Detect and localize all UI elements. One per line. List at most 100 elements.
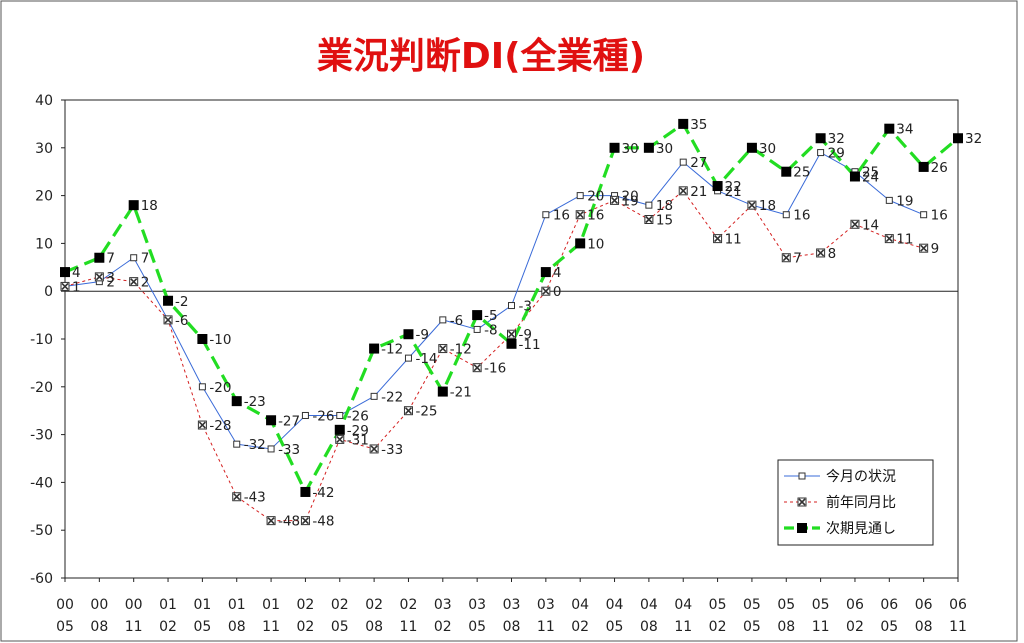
series-1-point xyxy=(747,200,757,210)
series-1-data-label: 9 xyxy=(931,241,940,257)
series-1-data-label: 0 xyxy=(553,284,562,300)
x-tick-label-month: 05 xyxy=(468,619,486,635)
series-0-point xyxy=(439,316,447,324)
x-tick-label-year: 01 xyxy=(228,597,246,613)
series-2-point xyxy=(540,267,551,278)
series-1-point xyxy=(266,516,276,526)
series-0-data-label: 25 xyxy=(862,165,879,181)
series-1-point xyxy=(60,281,70,291)
series-2-data-label: -27 xyxy=(278,413,300,429)
series-1-point xyxy=(300,516,310,526)
x-tick-label-month: 08 xyxy=(90,619,108,635)
series-0-data-label: 18 xyxy=(656,198,673,214)
series-line-2 xyxy=(64,122,960,494)
x-tick-label-month: 08 xyxy=(365,619,383,635)
series-1-point-cross xyxy=(507,330,516,338)
series-0-data-label: 29 xyxy=(828,146,845,162)
series-1-point-cross xyxy=(267,517,275,525)
series-2-data-label: -12 xyxy=(381,342,403,358)
series-0-point xyxy=(920,211,928,219)
series-1-data-label: -28 xyxy=(209,418,231,434)
series-0-data-label: -14 xyxy=(415,351,437,367)
series-line-1 xyxy=(64,190,924,522)
series-2-data-label: 25 xyxy=(793,165,810,181)
series-0-point xyxy=(404,354,412,362)
series-1-data-label: -9 xyxy=(519,327,532,343)
legend-swatch-marker-cross xyxy=(798,498,806,506)
series-0-point xyxy=(267,445,275,453)
series-0-data-label: -8 xyxy=(484,322,497,338)
series-2-data-label: 34 xyxy=(896,122,913,138)
series-2-data-label: 10 xyxy=(587,236,604,252)
x-tick-label-year: 01 xyxy=(193,597,211,613)
series-0-data-label: -3 xyxy=(519,299,532,315)
series-2-data-label: 24 xyxy=(862,169,879,185)
series-1-data-label: 3 xyxy=(106,270,115,286)
series-2-data-label: -42 xyxy=(312,485,334,501)
series-2-point xyxy=(94,252,105,263)
series-2-point xyxy=(746,142,757,153)
legend-swatch-marker xyxy=(797,523,807,533)
x-tick-label-year: 03 xyxy=(468,597,486,613)
series-1-data-label: 21 xyxy=(690,184,707,200)
series-2-point xyxy=(369,343,380,354)
series-1-point xyxy=(369,444,379,454)
x-tick-label-year: 04 xyxy=(674,597,692,613)
series-0-point xyxy=(370,392,378,400)
series-0-point xyxy=(782,211,790,219)
series-0-data-label: -33 xyxy=(278,442,300,458)
series-2-point xyxy=(437,386,448,397)
series-2-data-label: -23 xyxy=(244,394,266,410)
series-1-point-cross xyxy=(885,235,893,243)
x-tick-label-month: 02 xyxy=(434,619,452,635)
series-1-point-cross xyxy=(61,282,69,290)
series-2-data-label: 30 xyxy=(656,141,673,157)
x-tick-label-month: 02 xyxy=(571,619,589,635)
series-2-point xyxy=(678,118,689,129)
series-2-point xyxy=(953,133,963,144)
series-1-data-label: -48 xyxy=(312,514,334,530)
series-1-point xyxy=(541,286,551,296)
series-1-point-cross xyxy=(576,211,584,219)
series-0-point xyxy=(817,149,825,157)
y-tick-label: 40 xyxy=(35,93,53,109)
axes-layer: 403020100-10-20-30-40-50-600005000800110… xyxy=(30,93,967,635)
series-1-point xyxy=(781,253,791,263)
series-1-point-cross xyxy=(714,235,722,243)
series-1-point xyxy=(507,329,516,339)
series-1-data-label: -43 xyxy=(244,490,266,506)
y-tick-label: 0 xyxy=(44,284,53,300)
x-tick-label-year: 05 xyxy=(812,597,830,613)
x-tick-label-year: 06 xyxy=(915,597,933,613)
series-1-point xyxy=(850,219,860,229)
series-1-point-cross xyxy=(748,201,756,209)
series-1-point xyxy=(919,243,929,253)
x-tick-label-month: 02 xyxy=(846,619,864,635)
x-tick-label-month: 05 xyxy=(880,619,898,635)
series-0-data-label: 27 xyxy=(690,155,707,171)
x-tick-label-year: 06 xyxy=(949,597,967,613)
series-1-data-label: 11 xyxy=(725,232,742,248)
x-tick-label-year: 05 xyxy=(777,597,795,613)
series-2-data-label: 22 xyxy=(725,179,742,195)
series-0-point xyxy=(645,201,653,209)
x-tick-label-month: 11 xyxy=(125,619,143,635)
x-tick-label-year: 01 xyxy=(159,597,177,613)
series-2-data-label: 26 xyxy=(931,160,948,176)
x-tick-label-month: 05 xyxy=(743,619,761,635)
y-tick-label: -20 xyxy=(30,380,53,396)
x-tick-label-month: 08 xyxy=(915,619,933,635)
y-tick-label: 20 xyxy=(35,189,53,205)
series-lines-layer xyxy=(64,122,960,522)
series-1-point xyxy=(403,406,413,416)
series-1-data-label: -25 xyxy=(415,404,437,420)
series-2-point xyxy=(60,267,70,278)
x-tick-label-year: 04 xyxy=(571,597,589,613)
series-0-data-label: -26 xyxy=(312,408,334,424)
x-tick-label-year: 00 xyxy=(90,597,108,613)
x-tick-label-year: 01 xyxy=(262,597,280,613)
series-2-data-label: 18 xyxy=(141,198,158,214)
x-tick-label-month: 05 xyxy=(331,619,349,635)
series-1-data-label: -31 xyxy=(347,432,369,448)
